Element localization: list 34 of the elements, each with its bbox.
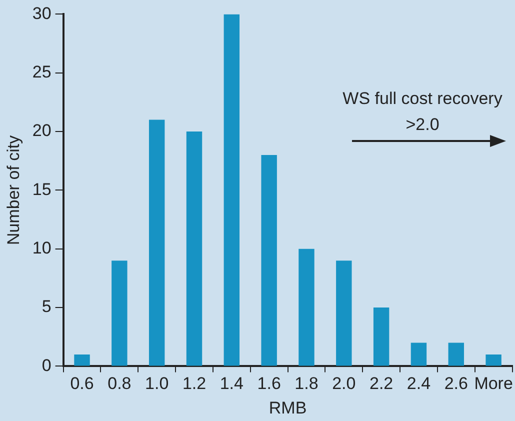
bar [112,260,128,366]
bar [448,342,464,366]
x-tick-label: 1.0 [145,374,169,394]
bar [224,14,240,366]
x-tick-label: 2.0 [332,374,356,394]
x-axis-title: RMB [268,398,307,418]
y-tick-label: 0 [42,356,52,375]
bar [336,260,352,366]
y-tick-label: 25 [32,62,52,82]
x-tick-label: 1.2 [182,374,206,394]
bar [186,132,202,366]
x-tick-label: 1.8 [294,374,318,394]
bar [261,155,277,366]
bar [373,308,390,366]
bar [298,248,314,366]
y-tick-label: 10 [32,238,52,258]
x-tick-label: 0.6 [70,374,94,394]
x-tick-label: 2.6 [444,374,468,394]
x-tick-label: More [474,374,513,394]
x-tick-label: 0.8 [108,374,132,394]
x-tick-label: 1.4 [220,374,244,394]
x-tick-label: 2.2 [369,374,394,394]
bar [74,354,90,366]
y-tick-label: 30 [32,4,52,23]
annotation: WS full cost recovery >2.0 [342,88,504,136]
x-tick-label: 1.6 [257,374,281,394]
y-tick-label: 15 [32,180,52,199]
bar [148,120,165,366]
y-tick-label: 20 [32,121,52,140]
y-tick-label: 5 [42,297,52,316]
x-tick-label: 2.4 [406,374,431,394]
y-axis-title: Number of city [4,134,23,245]
bar [486,354,502,366]
bar [410,342,427,366]
